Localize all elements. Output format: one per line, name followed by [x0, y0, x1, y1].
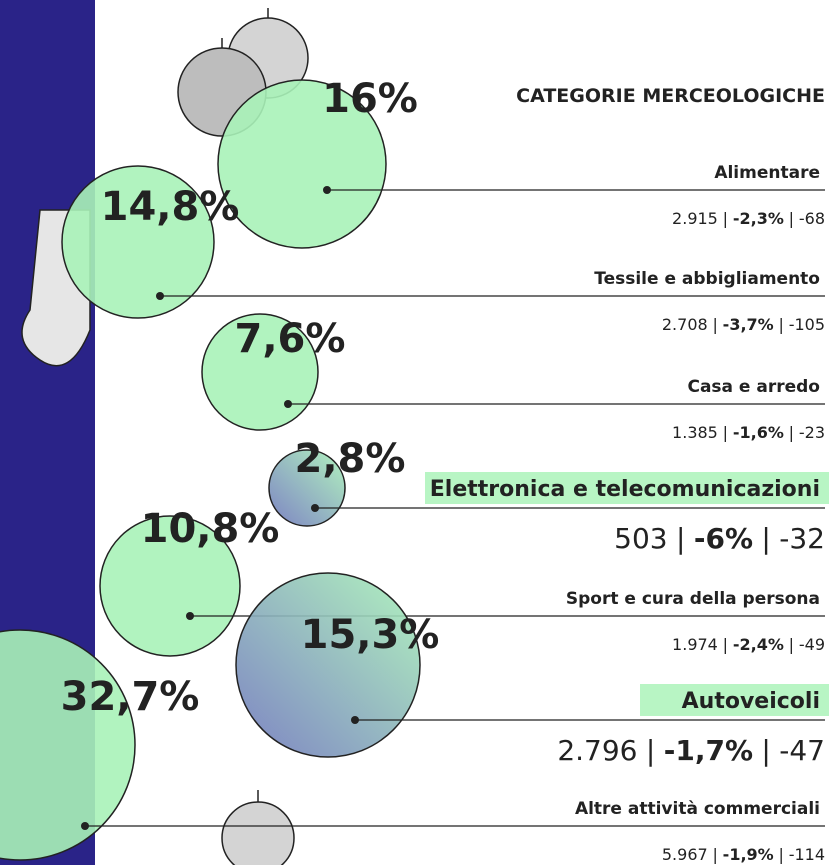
share-label: 7,6% [235, 316, 346, 362]
separator: | [761, 734, 770, 767]
figures: 2.708 | -3,7% | -105 [662, 315, 825, 334]
category-name: Tessile e abbigliamento [594, 269, 820, 289]
share-label: 15,3% [301, 612, 440, 658]
delta: -114 [789, 845, 825, 864]
count: 1.974 [672, 635, 718, 654]
category-name: Sport e cura della persona [566, 589, 820, 609]
delta: -49 [799, 635, 825, 654]
separator: | [723, 635, 728, 654]
change: -1,7% [664, 734, 753, 767]
count: 5.967 [662, 845, 708, 864]
share-label: 32,7% [61, 674, 200, 720]
leader-dot [351, 716, 359, 724]
count: 2.708 [662, 315, 708, 334]
separator: | [676, 522, 685, 555]
bubble [0, 629, 136, 861]
leader-dot [311, 504, 319, 512]
change: -1,9% [723, 845, 774, 864]
separator: | [789, 423, 794, 442]
count: 1.385 [672, 423, 718, 442]
separator: | [712, 845, 717, 864]
separator: | [646, 734, 655, 767]
bubble [235, 572, 421, 758]
leader-dot [81, 822, 89, 830]
category-name: Altre attività commerciali [575, 799, 820, 819]
change: -1,6% [733, 423, 784, 442]
count: 2.796 [557, 734, 637, 767]
highlight [640, 684, 829, 716]
figures: 1.974 | -2,4% | -49 [672, 635, 825, 654]
bubble [268, 449, 346, 527]
leader-dot [186, 612, 194, 620]
delta: -47 [779, 734, 825, 767]
share-label: 16% [322, 76, 418, 122]
category-name: Elettronica e telecomunicazioni [430, 477, 820, 502]
change: -2,4% [733, 635, 784, 654]
leader-dot [156, 292, 164, 300]
share-label: 10,8% [141, 506, 280, 552]
separator: | [723, 423, 728, 442]
category-name: Casa e arredo [687, 377, 820, 397]
count: 2.915 [672, 209, 718, 228]
figures: 503 | -6% | -32 [614, 522, 825, 555]
separator: | [712, 315, 717, 334]
leader-dot [284, 400, 292, 408]
delta: -32 [779, 522, 825, 555]
separator: | [761, 522, 770, 555]
bubble [61, 165, 215, 319]
count: 503 [614, 522, 667, 555]
separator: | [778, 315, 783, 334]
figures: 2.796 | -1,7% | -47 [557, 734, 825, 767]
delta: -23 [799, 423, 825, 442]
figures: 1.385 | -1,6% | -23 [672, 423, 825, 442]
change: -3,7% [723, 315, 774, 334]
figures: 5.967 | -1,9% | -114 [662, 845, 825, 864]
delta: -68 [799, 209, 825, 228]
separator: | [778, 845, 783, 864]
title: CATEGORIE MERCEOLOGICHE [516, 85, 825, 107]
leader-dot [323, 186, 331, 194]
delta: -105 [789, 315, 825, 334]
separator: | [723, 209, 728, 228]
change: -2,3% [733, 209, 784, 228]
share-label: 2,8% [295, 436, 406, 482]
bubble [99, 515, 241, 657]
category-name: Autoveicoli [682, 689, 820, 714]
separator: | [789, 209, 794, 228]
separator: | [789, 635, 794, 654]
bubble [217, 79, 387, 249]
change: -6% [694, 522, 753, 555]
category-name: Alimentare [714, 163, 820, 183]
share-label: 14,8% [101, 184, 240, 230]
highlight [425, 472, 829, 504]
figures: 2.915 | -2,3% | -68 [672, 209, 825, 228]
